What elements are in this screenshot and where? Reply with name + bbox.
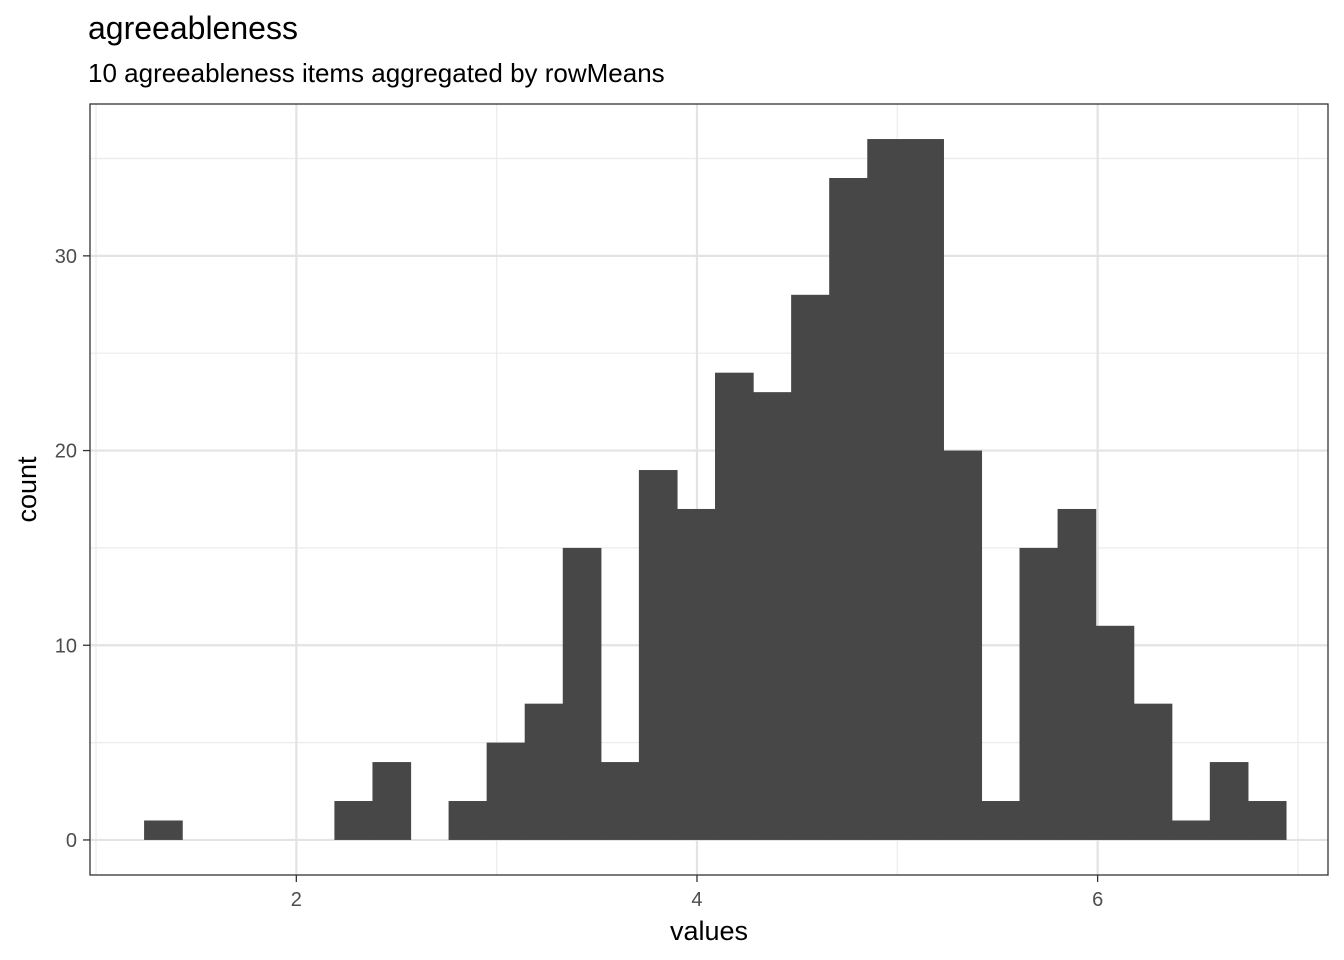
y-tick-label: 30 — [55, 246, 77, 268]
histogram-bars — [144, 139, 1287, 840]
histogram-bar — [562, 547, 602, 840]
histogram-bar — [372, 762, 412, 840]
x-axis: 2 4 6 — [291, 875, 1103, 911]
histogram-bar — [1019, 547, 1059, 840]
histogram-bar — [1247, 801, 1287, 840]
histogram-bar — [1095, 625, 1135, 840]
histogram-bar — [981, 801, 1021, 840]
histogram-bar — [144, 820, 183, 840]
histogram-bar — [791, 294, 830, 840]
histogram-bar — [334, 801, 374, 840]
histogram-bar — [676, 508, 716, 840]
histogram-bar — [448, 801, 488, 840]
chart-title: agreeableness — [88, 10, 298, 46]
y-axis: 0 10 20 30 — [55, 246, 90, 852]
histogram-bar — [524, 703, 564, 840]
histogram-bar — [600, 762, 640, 840]
histogram-bar — [753, 392, 792, 840]
histogram-bar — [715, 372, 754, 840]
panel-border — [89, 103, 1329, 876]
x-tick-label: 4 — [691, 889, 702, 911]
y-tick-label: 10 — [55, 635, 77, 657]
x-axis-title: values — [670, 916, 748, 946]
histogram-bar — [905, 139, 944, 840]
chart-subtitle: 10 agreeableness items aggregated by row… — [88, 58, 665, 88]
histogram-bar — [638, 470, 678, 840]
histogram-bar — [486, 742, 526, 840]
y-tick-label: 20 — [55, 441, 77, 463]
histogram-bar — [1133, 703, 1173, 840]
x-tick-label: 2 — [291, 889, 302, 911]
histogram-bar — [1171, 820, 1211, 840]
histogram-bar — [829, 177, 868, 840]
histogram-bar — [867, 139, 906, 840]
y-axis-title: count — [12, 456, 42, 523]
histogram-bar — [1209, 762, 1249, 840]
histogram-bar — [1057, 508, 1097, 840]
x-tick-label: 6 — [1092, 889, 1103, 911]
y-tick-label: 0 — [66, 830, 77, 852]
histogram-bar — [943, 450, 983, 840]
